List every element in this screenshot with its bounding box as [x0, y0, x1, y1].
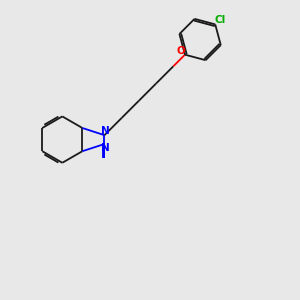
Text: Cl: Cl: [214, 15, 226, 25]
Text: N: N: [101, 126, 110, 136]
Text: N: N: [101, 143, 110, 153]
Text: O: O: [177, 46, 185, 56]
